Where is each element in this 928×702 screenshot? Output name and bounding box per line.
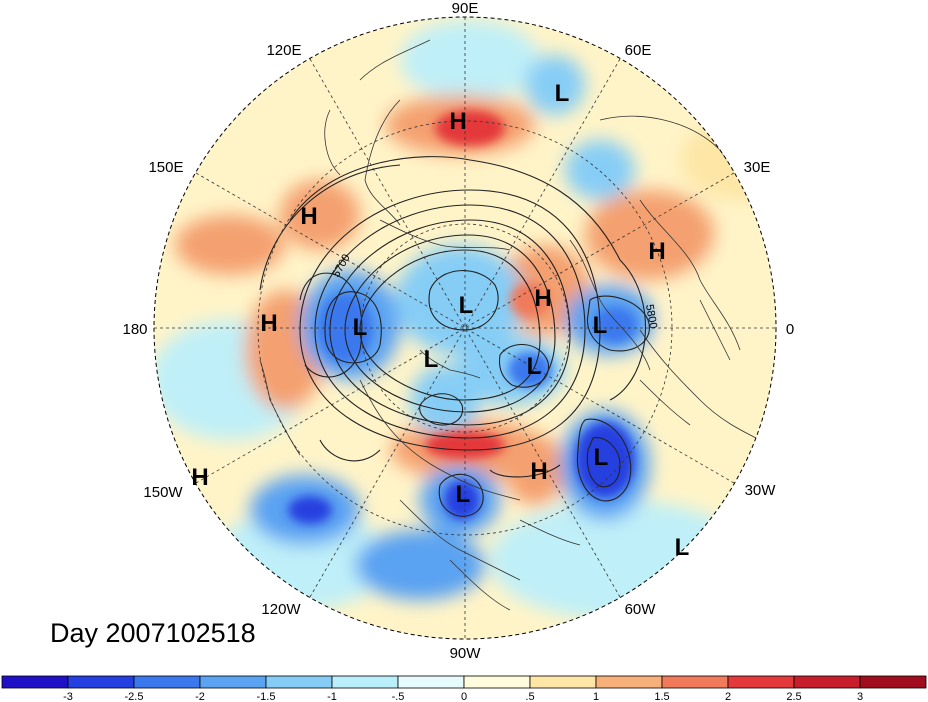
colorbar-tick-label: .5 (525, 691, 534, 702)
colorbar-tick-label: -.5 (392, 691, 405, 702)
lon-label-120w: 120W (261, 601, 301, 618)
lon-label-90e: 90E (452, 0, 479, 17)
high-center-arctic-east: H (534, 285, 551, 312)
contour-label-5800: 5800 (643, 303, 659, 329)
colorbar-tick-label: -1 (327, 691, 337, 702)
colorbar-tick-label: -1.5 (257, 691, 276, 702)
lon-label-150e: 150E (148, 159, 183, 176)
colorbar-tick-label: -3 (63, 691, 73, 702)
colorbar: -3 -2.5 -2 -1.5 -1 -.5 0 .5 1 1.5 2 2.5 3 (1, 675, 927, 702)
longitude-labels: 90E 60E 30E 0 30W 60W 90W 120W 150W 180 … (122, 0, 794, 662)
lon-label-60w: 60W (625, 601, 657, 618)
colorbar-tick-label: 2.5 (786, 691, 801, 702)
lon-label-60e: 60E (625, 42, 652, 59)
colorbar-bin (463, 675, 531, 689)
colorbar-bin (1, 675, 69, 689)
low-center-aleutian: L (353, 314, 368, 341)
low-center-atlantic: L (594, 444, 609, 471)
colorbar-bin (595, 675, 663, 689)
colorbar-tick-label: 1 (593, 691, 599, 702)
colorbar-bin (199, 675, 267, 689)
colorbar-bin (331, 675, 399, 689)
colorbar-bin (859, 675, 927, 689)
colorbar-tick-label: -2 (195, 691, 205, 702)
colorbar-tick-label: -2.5 (125, 691, 144, 702)
lon-label-180: 180 (122, 321, 147, 338)
high-center-kamchatka: H (300, 203, 317, 230)
high-center-atlantic: H (530, 458, 547, 485)
low-center-arctic: L (459, 292, 474, 319)
graticule (154, 17, 776, 639)
colorbar-bin (727, 675, 795, 689)
colorbar-tick-label: 2 (725, 691, 731, 702)
lon-label-30w: 30W (745, 482, 777, 499)
colorbar-bin (529, 675, 597, 689)
low-center-gulf: L (456, 481, 471, 508)
colorbar-bin (67, 675, 135, 689)
colorbar-tick-label: 1.5 (654, 691, 669, 702)
lon-label-120e: 120E (266, 42, 301, 59)
colorbar-tick-label: 0 (461, 691, 467, 702)
high-center-europe: H (648, 238, 665, 265)
colorbar-bin (661, 675, 729, 689)
high-center-pacific: H (191, 464, 208, 491)
colorbar-bin (265, 675, 333, 689)
low-center-canada-west: L (424, 346, 439, 373)
pressure-centers: H L H H H L L H L L L H L L H L (191, 80, 689, 561)
low-center-europe: L (593, 312, 608, 339)
lon-label-90w: 90W (450, 645, 482, 662)
high-center-dateline: H (260, 310, 277, 337)
low-center-south-atlantic: L (675, 534, 690, 561)
colorbar-bin (793, 675, 861, 689)
low-center-kazakh: L (555, 80, 570, 107)
map-boundary (153, 16, 777, 640)
lon-label-0: 0 (786, 321, 794, 338)
lon-label-150w: 150W (143, 484, 183, 501)
colorbar-bin (133, 675, 201, 689)
high-center-siberia: H (449, 108, 466, 135)
colorbar-bin (397, 675, 465, 689)
low-center-hudson: L (527, 353, 542, 380)
day-label: Day 2007102518 (50, 618, 256, 648)
height-contours (259, 156, 650, 517)
colorbar-tick-label: 3 (857, 691, 863, 702)
lon-label-30e: 30E (744, 159, 771, 176)
